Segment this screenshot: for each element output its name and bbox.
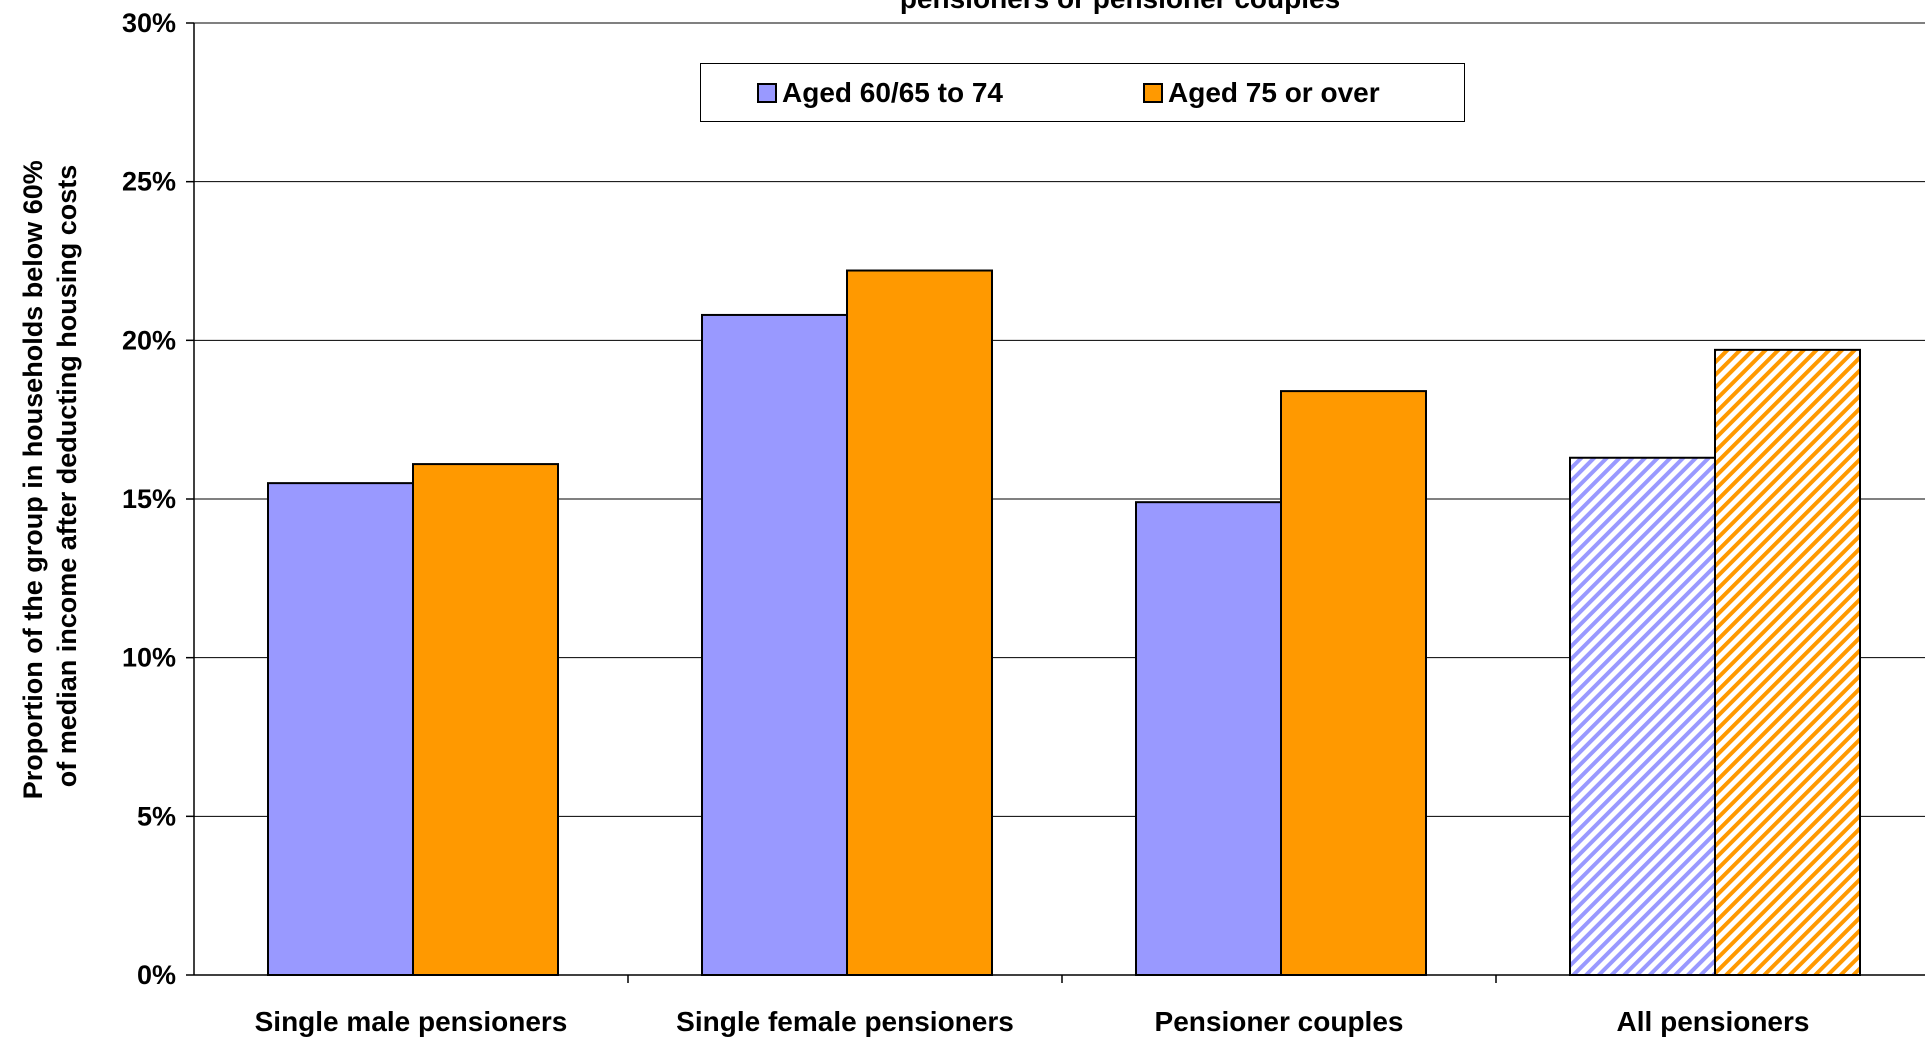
bar-single-female-pensioners-aged-60-65-to-74	[701, 313, 848, 976]
x-tick-label-pensioner-couples: Pensioner couples	[1155, 1006, 1404, 1037]
y-tick-label-15: 15%	[122, 484, 176, 514]
legend-swatch-aged-60-65-to-74	[757, 83, 777, 103]
x-tick-labels: Single male pensioners Single female pens…	[255, 1006, 1810, 1037]
legend-item-aged-60-65-to-74: Aged 60/65 to 74	[757, 77, 1003, 108]
y-axis-label-line-2: of median income after deducting housing…	[52, 165, 82, 788]
y-tick-label-20: 20%	[122, 325, 176, 355]
bar-all-pensioners-aged-60-65-to-74	[1569, 456, 1716, 977]
bar-single-male-pensioners-aged-60-65-to-74	[267, 482, 414, 976]
legend: Aged 60/65 to 74 Aged 75 or over	[700, 63, 1465, 122]
legend-label-aged-75-or-over: Aged 75 or over	[1168, 77, 1380, 108]
legend-item-aged-75-or-over: Aged 75 or over	[1143, 77, 1380, 108]
bar-all-pensioners-aged-75-or-over	[1714, 348, 1861, 976]
axes	[186, 22, 1925, 983]
legend-label-aged-60-65-to-74: Aged 60/65 to 74	[782, 77, 1003, 108]
y-axis-label: Proportion of the group in households be…	[18, 153, 82, 800]
y-tick-label-30: 30%	[122, 8, 176, 38]
x-tick-label-all-pensioners: All pensioners	[1617, 1006, 1810, 1037]
bar-pensioner-couples-aged-75-or-over	[1280, 390, 1427, 976]
chart-title: pensioners or pensioner couples	[900, 0, 1340, 14]
y-tick-label-25: 25%	[122, 167, 176, 197]
bar-pensioner-couples-aged-60-65-to-74	[1135, 501, 1282, 976]
y-tick-label-0: 0%	[137, 960, 176, 990]
bar-single-male-pensioners-aged-75-or-over	[412, 463, 559, 976]
y-tick-label-5: 5%	[137, 801, 176, 831]
y-axis-label-line-1: Proportion of the group in households be…	[18, 160, 48, 799]
x-tick-label-single-female-pensioners: Single female pensioners	[676, 1006, 1014, 1037]
bars	[267, 269, 1861, 977]
x-tick-label-single-male-pensioners: Single male pensioners	[255, 1006, 568, 1037]
bar-single-female-pensioners-aged-75-or-over	[846, 269, 993, 976]
y-tick-label-10: 10%	[122, 643, 176, 673]
y-tick-labels: 0% 5% 10% 15% 20% 25% 30%	[122, 8, 176, 990]
legend-swatch-aged-75-or-over	[1143, 83, 1163, 103]
